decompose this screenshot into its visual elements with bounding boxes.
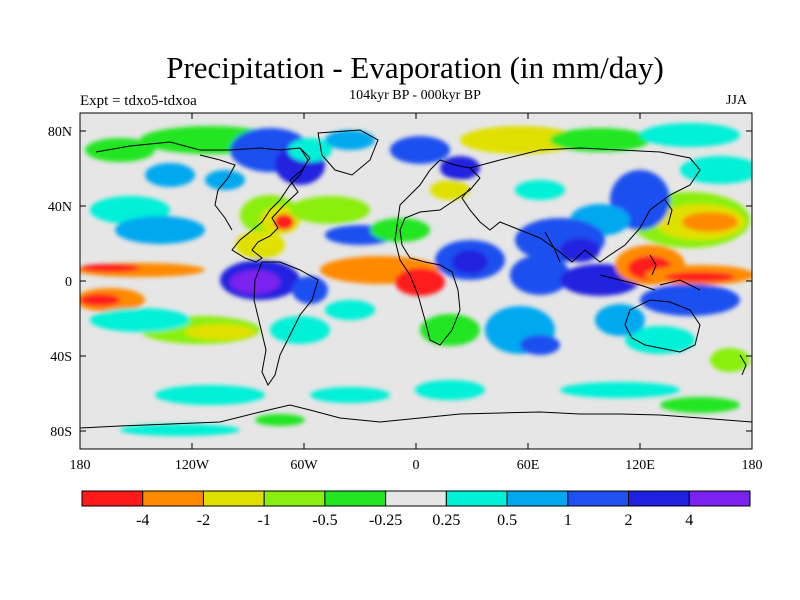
colorbar-swatch-4 — [324, 490, 387, 507]
lon-label-180w: 180 — [70, 458, 91, 473]
colorbar-label-1: -2 — [197, 512, 210, 529]
lon-label-120e: 120E — [625, 458, 655, 473]
colorbar-label-9: 4 — [685, 512, 693, 529]
lat-label-80s: 80S — [50, 425, 72, 440]
lon-label-0: 0 — [413, 458, 420, 473]
period-label: 104kyr BP - 000kyr BP — [349, 88, 481, 103]
colorbar-label-6: 0.5 — [497, 512, 517, 529]
map-title: Precipitation - Evaporation (in mm/day) — [166, 50, 664, 85]
season-label: JJA — [726, 93, 748, 108]
colorbar-label-5: 0.25 — [432, 512, 460, 529]
precip-field — [80, 113, 752, 449]
colorbar-label-3: -0.5 — [312, 512, 337, 529]
colorbar-swatch-3 — [263, 490, 326, 507]
lon-label-180e: 180 — [742, 458, 763, 473]
colorbar-label-0: -4 — [136, 512, 149, 529]
lat-label-40s: 40S — [50, 350, 72, 365]
lon-label-120w: 120W — [175, 458, 210, 473]
colorbar-labels: -4 -2 -1 -0.5 -0.25 0.25 0.5 1 2 4 — [136, 512, 693, 529]
lat-label-40n: 40N — [48, 200, 72, 215]
colorbar-swatch-0 — [81, 490, 144, 507]
experiment-label: Expt = tdxo5-tdxoa — [80, 93, 197, 109]
lat-label-0: 0 — [65, 275, 72, 290]
colorbar-swatch-6 — [445, 490, 508, 507]
colorbar-label-2: -1 — [258, 512, 271, 529]
colorbar-swatch-7 — [506, 490, 569, 507]
colorbar — [81, 490, 751, 507]
lat-ticks — [79, 113, 753, 449]
colorbar-label-4: -0.25 — [369, 512, 402, 529]
colorbar-label-7: 1 — [564, 512, 572, 529]
lon-label-60w: 60W — [290, 458, 318, 473]
colorbar-swatch-8 — [567, 490, 630, 507]
colorbar-swatch-1 — [142, 490, 204, 507]
colorbar-swatch-2 — [202, 490, 265, 507]
colorbar-swatch-10 — [688, 490, 751, 507]
lat-label-80n: 80N — [48, 125, 72, 140]
coastlines — [80, 129, 752, 429]
lon-label-60e: 60E — [517, 458, 540, 473]
colorbar-swatch-5 — [385, 490, 447, 507]
colorbar-swatch-9 — [628, 490, 690, 507]
colorbar-label-8: 2 — [625, 512, 633, 529]
